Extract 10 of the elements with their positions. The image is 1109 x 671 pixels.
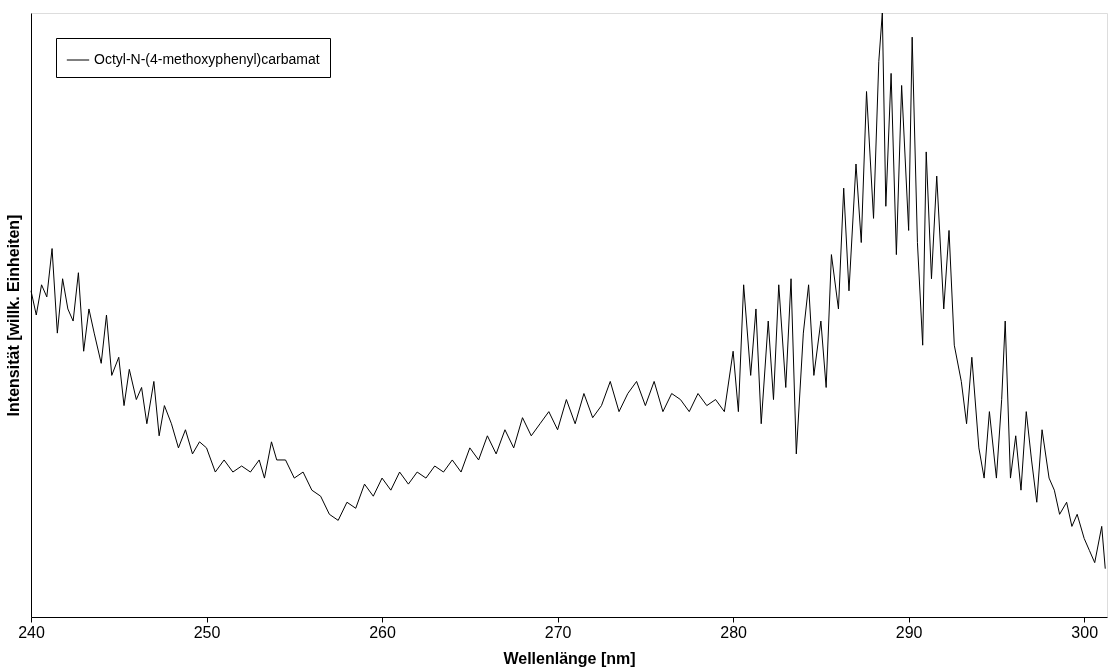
x-axis-title: Wellenlänge [nm] [503,649,636,667]
x-tick-label: 270 [544,623,572,641]
x-tick-label: 260 [369,623,397,641]
x-tick-label: 300 [1071,623,1099,641]
x-tick-label: 250 [193,623,221,641]
legend-label: Octyl-N-(4-methoxyphenyl)carbamat [94,51,320,67]
x-tick-label: 240 [18,623,45,641]
x-tick-label: 290 [895,623,923,641]
x-tick-label: 280 [720,623,748,641]
y-axis-title: Intensität [willk. Einheiten] [4,214,22,417]
